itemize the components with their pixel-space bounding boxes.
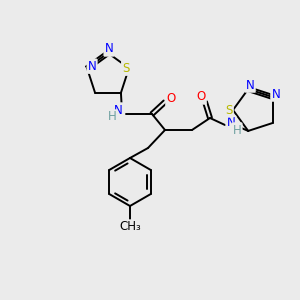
Text: O: O [167, 92, 176, 106]
Text: N: N [246, 79, 255, 92]
Text: N: N [226, 116, 236, 130]
Text: H: H [108, 110, 116, 124]
Text: N: N [105, 43, 113, 56]
Text: N: N [114, 103, 122, 116]
Text: S: S [225, 103, 233, 116]
Text: S: S [122, 62, 130, 75]
Text: O: O [196, 91, 206, 103]
Text: CH₃: CH₃ [119, 220, 141, 233]
Text: N: N [88, 60, 97, 73]
Text: H: H [232, 124, 242, 136]
Text: N: N [272, 88, 280, 100]
